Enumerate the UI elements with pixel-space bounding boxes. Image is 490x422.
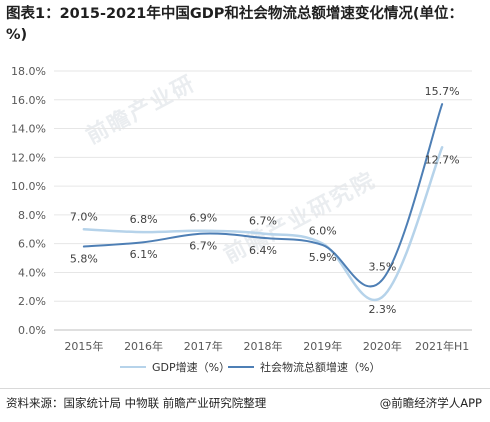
legend-item-gdp: GDP增速（%） xyxy=(120,359,230,375)
legend-item-logistics: 社会物流总额增速（%） xyxy=(228,359,380,375)
y-tick-label: 12.0% xyxy=(11,151,46,164)
y-tick-label: 18.0% xyxy=(11,65,46,78)
data-label-gdp: 6.0% xyxy=(309,225,337,238)
data-label-logistics: 5.9% xyxy=(309,251,337,264)
data-label-gdp: 6.9% xyxy=(189,212,217,225)
legend-swatch-gdp xyxy=(120,366,146,368)
legend-label-gdp: GDP增速（%） xyxy=(152,361,231,374)
y-tick-label: 4.0% xyxy=(18,266,46,279)
line-chart: 0.0% 2.0% 4.0% 6.0% 8.0% 10.0% 12.0% 14.0% 16.0%… xyxy=(11,65,472,353)
y-tick-label: 16.0% xyxy=(11,94,46,107)
y-tick-label: 2.0% xyxy=(18,295,46,308)
y-tick-label: 6.0% xyxy=(18,238,46,251)
x-tick-label: 2015年 xyxy=(64,339,103,353)
x-tick-label: 2021年H1 xyxy=(415,339,469,353)
brand-credit: @前瞻经济学人APP xyxy=(379,396,482,410)
x-tick-label: 2017年 xyxy=(184,339,223,353)
y-tick-label: 14.0% xyxy=(11,123,46,136)
data-label-logistics: 6.7% xyxy=(189,240,217,253)
chart-title: 图表1：2015-2021年中国GDP和社会物流总额增速变化情况(单位：%) xyxy=(6,6,464,43)
data-label-gdp: 7.0% xyxy=(70,210,98,223)
data-label-gdp: 12.7% xyxy=(425,153,460,166)
legend-swatch-logistics xyxy=(228,366,254,368)
series-line-gdp xyxy=(82,146,444,302)
y-tick-label: 10.0% xyxy=(11,180,46,193)
x-tick-label: 2019年 xyxy=(303,339,342,353)
series-line-logistics xyxy=(82,103,444,288)
data-label-logistics: 15.7% xyxy=(425,85,460,98)
x-tick-label: 2020年 xyxy=(363,339,402,353)
legend: GDP增速（%） 社会物流总额增速（%） xyxy=(0,359,490,379)
data-label-logistics: 5.8% xyxy=(70,253,98,266)
y-tick-label: 0.0% xyxy=(18,324,46,337)
legend-label-logistics: 社会物流总额增速（%） xyxy=(260,361,381,374)
data-label-logistics: 6.1% xyxy=(130,248,158,261)
data-label-logistics: 3.5% xyxy=(368,261,396,274)
data-label-gdp: 6.7% xyxy=(249,215,277,228)
y-tick-label: 8.0% xyxy=(18,209,46,222)
data-label-gdp: 2.3% xyxy=(368,303,396,316)
footer-divider xyxy=(0,388,490,389)
x-tick-label: 2018年 xyxy=(244,339,283,353)
source-note: 资料来源：国家统计局 中物联 前瞻产业研究院整理 xyxy=(6,396,267,410)
data-label-logistics: 6.4% xyxy=(249,244,277,257)
data-label-gdp: 6.8% xyxy=(130,213,158,226)
x-tick-label: 2016年 xyxy=(124,339,163,353)
